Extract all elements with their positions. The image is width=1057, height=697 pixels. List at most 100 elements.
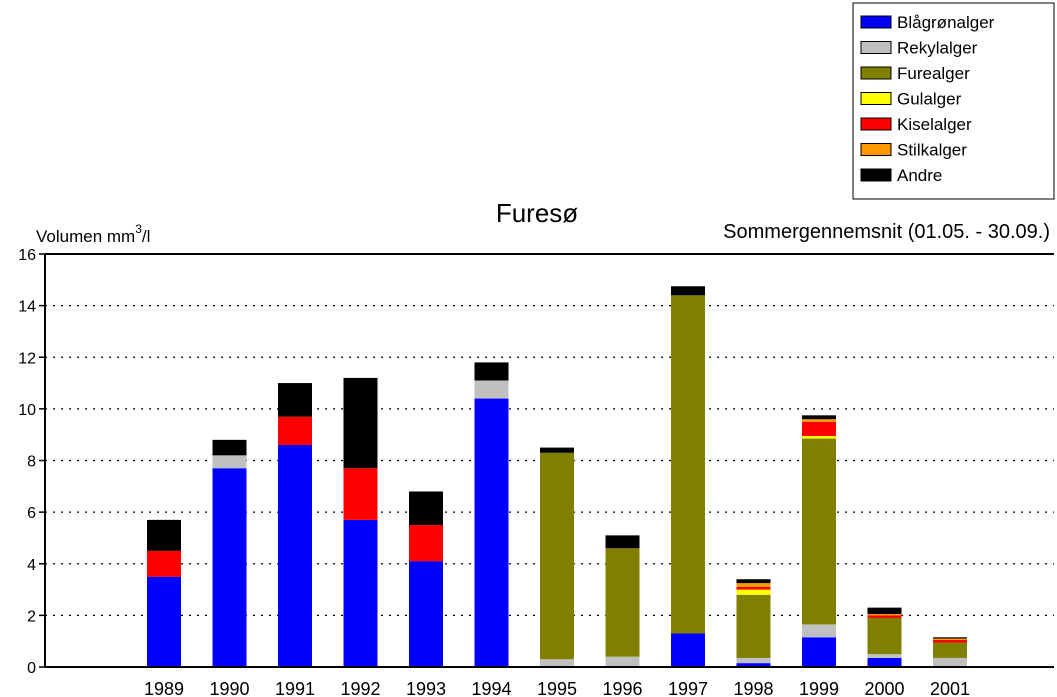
bar-segment: [802, 637, 836, 667]
bar-segment: [802, 419, 836, 422]
bar-segment: [867, 657, 902, 667]
y-tick-label: 10: [18, 402, 36, 419]
bar-segment: [736, 594, 771, 658]
bar-segment: [867, 607, 902, 615]
bar-stack-1996: [605, 535, 640, 667]
y-ticks: 0 2 4 6 8 10 12 14 16: [18, 247, 45, 677]
bar-segment: [343, 468, 378, 520]
y-axis-label-tail: /l: [142, 227, 151, 246]
bar-stack-1999: [802, 415, 836, 667]
bar-segment: [409, 561, 443, 667]
bar-stack-1998: [736, 579, 771, 667]
legend-label: Stilkalger: [897, 141, 967, 160]
legend-swatch: [860, 117, 892, 131]
legend: Blågrønalger Rekylalger Furealger Gulalger K…: [852, 2, 1055, 200]
bar-segment: [933, 638, 967, 640]
bar-segment: [933, 637, 967, 639]
bar-segment: [736, 657, 771, 664]
bar-segment: [605, 656, 640, 667]
bar-stack-2001: [933, 637, 967, 667]
legend-label: Gulalger: [897, 90, 962, 109]
x-tick-label: 1999: [799, 679, 839, 697]
x-tick-label: 2000: [864, 679, 904, 697]
bar-stack-1997: [671, 286, 705, 667]
bar-stack-1993: [409, 491, 443, 667]
bar-segment: [147, 576, 181, 667]
y-tick-label: 4: [27, 557, 36, 574]
x-tick-label: 1994: [471, 679, 511, 697]
bar-segment: [474, 380, 509, 399]
x-tick-label: 1998: [733, 679, 773, 697]
y-tick-label: 16: [18, 247, 36, 264]
bar-segment: [540, 452, 574, 660]
bar-segment: [671, 286, 705, 296]
bar-segment: [343, 377, 378, 469]
bar-segment: [736, 586, 771, 590]
bar-segment: [409, 491, 443, 526]
x-tick-label: 1991: [275, 679, 315, 697]
bar-segment: [736, 589, 771, 595]
y-tick-label: 8: [27, 454, 36, 471]
bar-stack-1994: [474, 362, 509, 667]
bar-stack-1992: [343, 377, 378, 667]
bar-segment: [343, 519, 378, 667]
bar-segment: [147, 550, 181, 577]
bar-segment: [409, 525, 443, 562]
x-tick-label: 2001: [930, 679, 970, 697]
bar-segment: [212, 439, 247, 456]
bar-segment: [933, 642, 967, 658]
y-tick-label: 0: [27, 660, 36, 677]
bar-segment: [278, 383, 312, 417]
bar-segment: [867, 615, 902, 618]
bar-segment: [736, 579, 771, 584]
x-tick-label: 1993: [406, 679, 446, 697]
y-axis-label: Volumen mm3/l: [36, 222, 150, 246]
x-tick-label: 1992: [340, 679, 380, 697]
legend-label: Furealger: [897, 64, 970, 83]
bar-segment: [605, 535, 640, 549]
bar-segment: [605, 548, 640, 657]
legend-swatch: [860, 143, 892, 156]
bar-segment: [736, 583, 771, 587]
bar-segment: [736, 663, 771, 667]
bar-stack-1990: [212, 439, 247, 667]
bar-segment: [802, 421, 836, 436]
bar-stack-1995: [540, 447, 574, 667]
x-tick-label: 1996: [602, 679, 642, 697]
legend-label: Rekylalger: [897, 39, 978, 58]
y-axis-label-main: Volumen mm: [36, 227, 135, 246]
bar-segment: [671, 633, 705, 667]
bars: [147, 286, 967, 667]
chart-subtitle: Sommergennemsnit (01.05. - 30.09.): [723, 221, 1050, 243]
x-tick-label: 1995: [537, 679, 577, 697]
bar-segment: [540, 447, 574, 453]
legend-label: Andre: [897, 166, 942, 185]
legend-swatch: [860, 66, 892, 80]
bar-segment: [933, 657, 967, 667]
bar-segment: [867, 654, 902, 658]
y-tick-label: 12: [18, 350, 36, 367]
legend-swatch: [860, 15, 892, 29]
x-tick-label: 1990: [209, 679, 249, 697]
bar-segment: [474, 362, 509, 381]
y-tick-label: 6: [27, 505, 36, 522]
bar-segment: [867, 617, 902, 655]
bar-segment: [278, 416, 312, 446]
bar-segment: [212, 468, 247, 667]
bar-segment: [802, 624, 836, 638]
bar-segment: [802, 415, 836, 420]
bar-segment: [802, 438, 836, 625]
legend-label: Blågrønalger: [897, 13, 995, 32]
legend-swatch: [860, 168, 892, 182]
bar-stack-1989: [147, 519, 181, 667]
legend-swatch: [860, 92, 892, 105]
y-tick-label: 2: [27, 608, 36, 625]
bar-segment: [147, 519, 181, 551]
x-tick-label: 1989: [144, 679, 184, 697]
bar-segment: [540, 659, 574, 667]
x-tick-label: 1997: [668, 679, 708, 697]
bar-segment: [474, 398, 509, 667]
legend-label: Kiselalger: [897, 115, 972, 134]
y-axis-label-superscript: 3: [135, 222, 142, 236]
